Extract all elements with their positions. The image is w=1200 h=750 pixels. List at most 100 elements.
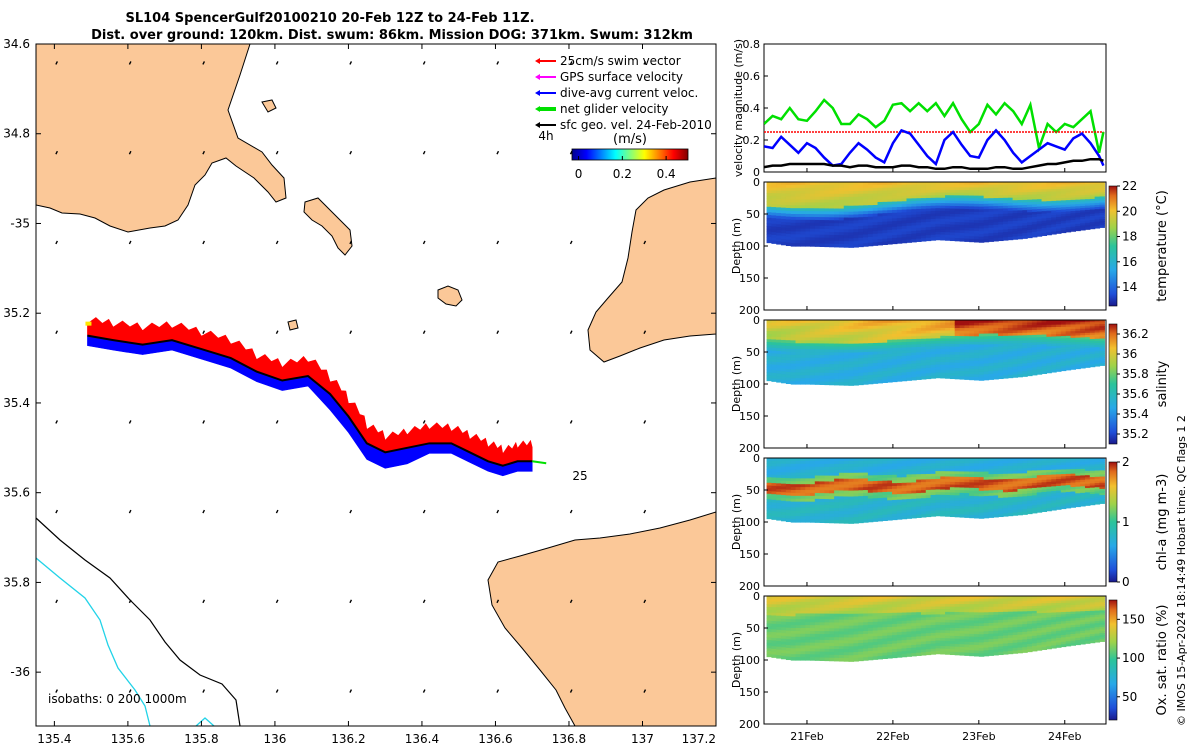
chla-cell: [945, 510, 951, 515]
temperature-cell: [771, 209, 777, 214]
salinity-cell: [1075, 353, 1081, 356]
chla-cell: [1051, 465, 1057, 469]
salinity-cell: [1017, 353, 1023, 357]
chla-cell: [892, 471, 898, 476]
chla-cell: [1022, 501, 1028, 505]
temperature-cell: [1036, 226, 1043, 230]
chla-cell: [1060, 458, 1067, 461]
temperature-cell: [795, 205, 802, 209]
chla-cell: [776, 494, 782, 499]
temperature-cell: [920, 182, 927, 186]
salinity-cell: [1051, 343, 1057, 347]
salinity-cell: [1041, 346, 1048, 350]
chla-cell: [954, 495, 961, 499]
temperature-cell: [867, 234, 874, 238]
chla-cell: [848, 508, 855, 512]
chla-cell: [843, 511, 850, 515]
salinity-cell: [998, 370, 1004, 374]
chla-cell: [887, 458, 893, 462]
temperature-cell: [872, 207, 879, 212]
chla-cell: [916, 509, 922, 513]
salinity-cell: [805, 325, 811, 330]
temperature-cell: [998, 219, 1004, 223]
temperature-cell: [1022, 212, 1028, 216]
temperature-cell: [829, 199, 835, 204]
temperature-cell: [766, 215, 773, 219]
chla-cell: [843, 505, 850, 509]
chla-cell: [935, 497, 941, 501]
chla-cell: [1031, 462, 1038, 467]
chla-cell: [843, 508, 850, 512]
salinity-colorbar-tick-label: 35.4: [1122, 407, 1149, 421]
temperature-cell: [795, 234, 802, 238]
chla-cell: [1002, 468, 1009, 472]
chla-cell: [930, 513, 937, 517]
chla-cell: [983, 501, 990, 505]
salinity-cell: [969, 360, 975, 364]
temperature-cell: [1036, 199, 1043, 203]
chla-cell: [1080, 503, 1086, 507]
salinity-cell: [829, 372, 835, 377]
chla-cell: [785, 469, 792, 474]
land-island-3: [261, 99, 277, 113]
salinity-cell: [892, 361, 898, 366]
temperature-cell: [824, 202, 830, 207]
temperature-cell: [858, 240, 864, 245]
temperature-cell: [1084, 201, 1091, 205]
temperature-cell: [925, 182, 932, 186]
salinity-cell: [882, 376, 888, 381]
chla-cell: [1080, 462, 1086, 466]
temperature-cell: [872, 182, 879, 186]
chla-cell: [795, 492, 802, 497]
salinity-cell: [901, 342, 908, 346]
chla-cell: [1051, 479, 1057, 483]
salinity-cell: [1070, 335, 1076, 339]
chla-cell: [930, 465, 937, 470]
legend-arrowhead: [535, 122, 540, 128]
salinity-cell: [1080, 361, 1086, 365]
temperature-cell: [863, 237, 869, 241]
map-frame: [35, 43, 717, 727]
geo-vector-mark: [643, 330, 647, 334]
salinity-cell: [766, 350, 773, 354]
salinity-cell: [978, 322, 985, 327]
chla-cell: [1060, 471, 1067, 475]
salinity-cell: [964, 330, 970, 335]
salinity-cell: [872, 377, 879, 381]
temperature-cell: [781, 230, 787, 234]
chla-cell: [1046, 505, 1052, 509]
temperature-cell: [1046, 203, 1052, 207]
chla-cell: [969, 482, 975, 486]
geo-vector-mark: [496, 150, 500, 155]
chla-cell: [1075, 484, 1081, 488]
salinity-cell: [988, 320, 994, 324]
chla-cell: [867, 486, 874, 491]
temperature-cell: [824, 225, 830, 230]
temperature-cell: [853, 196, 859, 201]
temperature-cell: [829, 190, 835, 195]
salinity-cell: [1070, 364, 1076, 368]
temperature-cell: [925, 213, 932, 218]
salinity-cell: [824, 331, 830, 336]
chla-cell: [800, 490, 806, 494]
salinity-cell: [1051, 355, 1057, 359]
salinity-cell: [925, 365, 932, 369]
salinity-cell: [1089, 332, 1096, 336]
salinity-cell: [1007, 340, 1014, 345]
temperature-cell: [887, 232, 893, 237]
temperature-cell: [892, 218, 898, 222]
temperature-cell: [1002, 224, 1009, 228]
salinity-cell: [949, 333, 956, 337]
chla-cell: [1065, 460, 1072, 464]
salinity-cell: [1075, 331, 1081, 334]
salinity-cell: [911, 344, 917, 348]
salinity-cell: [1051, 345, 1057, 349]
salinity-cell: [954, 346, 961, 350]
chla-cell: [853, 520, 859, 524]
chla-cell: [814, 519, 821, 523]
salinity-cell: [925, 320, 932, 324]
salinity-cell: [834, 355, 840, 359]
temperature-cell: [1094, 207, 1101, 210]
salinity-cell: [1060, 342, 1067, 346]
salinity-cell: [1089, 330, 1096, 334]
